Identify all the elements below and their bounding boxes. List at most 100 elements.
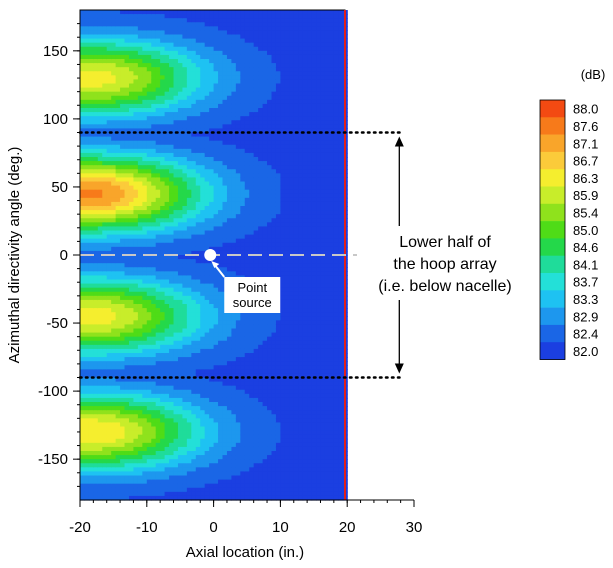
field-cell — [186, 201, 192, 207]
field-cell — [124, 299, 130, 305]
field-cell — [182, 250, 188, 256]
field-cell — [186, 193, 192, 199]
field-cell — [128, 430, 135, 436]
field-cell — [191, 344, 197, 350]
field-cell — [133, 222, 139, 228]
field-cell — [137, 71, 143, 76]
field-cell — [195, 169, 201, 174]
field-cell — [151, 332, 157, 338]
field-cell — [204, 402, 210, 407]
field-cell — [84, 42, 90, 48]
field-cell — [133, 206, 139, 211]
field-cell — [88, 193, 94, 199]
field-cell — [235, 459, 241, 464]
field-cell — [151, 418, 157, 424]
field-cell — [231, 406, 237, 411]
field-cell — [249, 487, 255, 493]
field-cell — [111, 173, 117, 179]
field-cell — [244, 475, 250, 481]
field-cell — [146, 59, 152, 64]
field-cell — [182, 144, 188, 150]
field-cell — [111, 250, 117, 256]
field-cell — [124, 471, 130, 477]
field-cell — [249, 218, 255, 223]
field-cell — [226, 206, 233, 211]
field-cell — [213, 467, 219, 473]
field-cell — [93, 479, 99, 485]
field-cell — [249, 22, 255, 27]
field-cell — [151, 491, 157, 497]
field-cell — [218, 50, 224, 56]
field-cell — [191, 218, 197, 223]
field-cell — [204, 189, 210, 195]
field-cell — [173, 42, 179, 48]
field-cell — [160, 385, 166, 391]
field-cell — [160, 181, 166, 187]
field-cell — [262, 316, 268, 321]
field-cell — [200, 238, 206, 244]
field-cell — [262, 161, 268, 166]
field-cell — [218, 385, 224, 391]
field-cell — [137, 385, 143, 391]
field-cell — [235, 108, 241, 113]
field-cell — [218, 197, 224, 203]
field-cell — [97, 442, 103, 448]
field-cell — [226, 463, 233, 468]
field-cell — [84, 185, 90, 191]
field-cell — [133, 242, 139, 248]
field-cell — [164, 38, 170, 44]
field-cell — [253, 120, 259, 125]
field-cell — [97, 30, 103, 36]
field-cell — [169, 161, 175, 166]
field-cell — [213, 291, 219, 297]
field-cell — [142, 246, 148, 252]
field-cell — [186, 442, 192, 448]
field-cell — [240, 67, 246, 72]
field-cell — [160, 206, 166, 211]
field-cell — [253, 455, 259, 460]
field-cell — [222, 189, 228, 195]
field-cell — [160, 103, 166, 109]
field-cell — [164, 67, 170, 72]
field-cell — [124, 140, 130, 146]
field-cell — [124, 197, 130, 203]
field-cell — [124, 389, 130, 395]
field-cell — [200, 446, 206, 452]
field-cell — [253, 177, 259, 183]
field-cell — [120, 42, 126, 48]
field-cell — [93, 181, 99, 187]
field-cell — [164, 365, 170, 370]
field-cell — [106, 340, 112, 346]
field-cell — [209, 103, 215, 109]
field-cell — [155, 54, 161, 60]
field-cell — [111, 299, 117, 305]
field-cell — [235, 95, 241, 101]
field-cell — [235, 87, 241, 93]
field-cell — [173, 438, 179, 444]
field-cell — [186, 230, 192, 236]
field-cell — [133, 479, 139, 485]
field-cell — [195, 214, 201, 219]
field-cell — [218, 201, 224, 207]
field-cell — [222, 263, 228, 268]
field-cell — [151, 430, 157, 436]
field-cell — [84, 108, 90, 113]
field-cell — [155, 336, 161, 342]
field-cell — [213, 475, 219, 481]
field-cell — [80, 165, 86, 170]
field-cell — [146, 328, 152, 334]
field-cell — [102, 140, 108, 146]
field-cell — [186, 340, 192, 346]
field-cell — [213, 161, 219, 166]
field-cell — [244, 344, 250, 350]
field-cell — [97, 50, 103, 56]
field-cell — [128, 467, 135, 473]
field-cell — [160, 14, 166, 19]
field-cell — [115, 63, 121, 68]
field-cell — [200, 38, 206, 44]
field-cell — [84, 54, 90, 60]
field-cell — [142, 238, 148, 244]
field-cell — [204, 246, 210, 252]
field-cell — [222, 214, 228, 219]
field-cell — [133, 495, 139, 501]
